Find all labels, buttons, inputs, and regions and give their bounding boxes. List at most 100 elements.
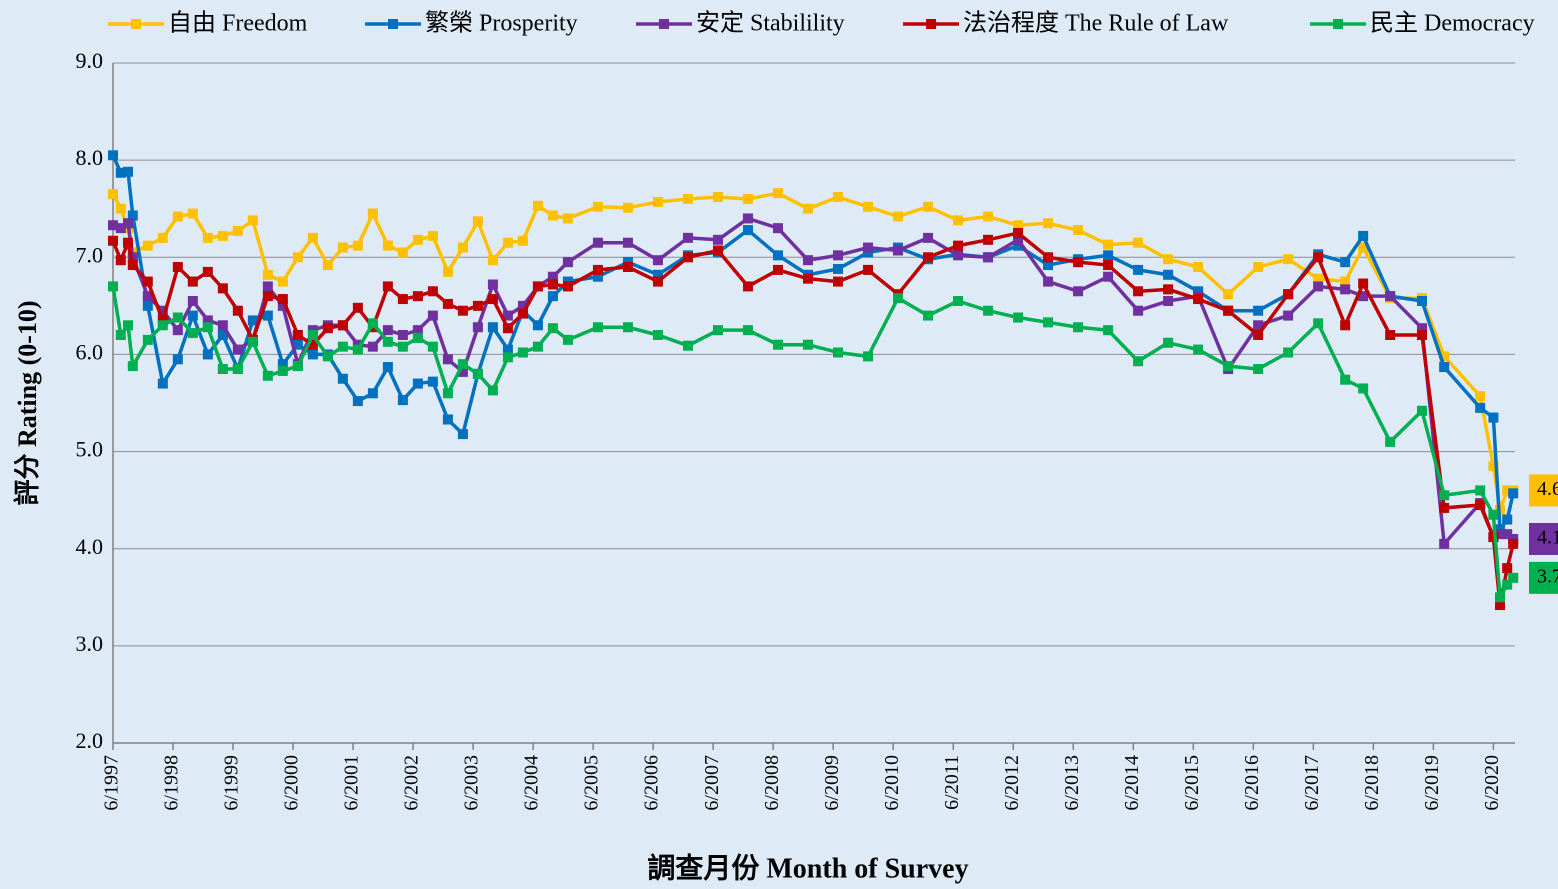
x-tick-label: 6/2014 <box>1121 755 1143 811</box>
point <box>1502 563 1513 574</box>
point <box>292 330 303 340</box>
point <box>397 294 408 305</box>
point <box>157 305 168 316</box>
point <box>1358 242 1369 253</box>
point <box>1163 337 1174 348</box>
point <box>123 237 134 248</box>
point <box>307 232 318 243</box>
point <box>1253 364 1264 374</box>
point <box>517 308 528 319</box>
point <box>772 339 783 350</box>
x-tick-label: 6/2000 <box>281 755 303 811</box>
point <box>115 255 126 266</box>
point <box>562 334 573 345</box>
point <box>108 220 118 231</box>
point <box>427 286 438 297</box>
point <box>923 310 934 321</box>
point <box>1043 252 1054 263</box>
point <box>187 328 198 339</box>
x-tick-label: 6/2010 <box>881 755 903 811</box>
point <box>172 354 183 365</box>
point <box>1013 220 1024 231</box>
point <box>893 245 904 256</box>
point <box>292 339 303 350</box>
point <box>142 300 153 311</box>
point <box>487 279 498 290</box>
point <box>115 223 126 234</box>
point <box>1340 374 1351 385</box>
point <box>367 318 378 329</box>
point <box>1223 289 1234 300</box>
point <box>457 242 468 253</box>
x-tick-label: 6/2011 <box>941 755 963 810</box>
point <box>108 189 118 200</box>
point <box>187 208 198 219</box>
point <box>1340 257 1351 268</box>
point <box>1043 260 1054 271</box>
point <box>427 341 438 352</box>
point <box>142 334 153 345</box>
point <box>1253 305 1264 316</box>
point <box>232 226 243 237</box>
point <box>1340 320 1351 331</box>
point <box>502 352 513 363</box>
point <box>172 262 183 272</box>
point <box>1103 250 1114 261</box>
point <box>232 364 243 374</box>
point <box>742 194 753 204</box>
point <box>187 310 198 321</box>
point <box>412 234 423 245</box>
point <box>652 196 663 207</box>
point <box>953 240 964 251</box>
point <box>547 271 558 282</box>
point <box>157 320 168 331</box>
point <box>397 247 408 258</box>
point <box>517 235 528 246</box>
point <box>292 361 303 372</box>
point <box>1313 252 1324 263</box>
point <box>532 320 543 331</box>
point <box>108 281 118 292</box>
point <box>123 166 134 177</box>
point <box>457 359 468 370</box>
point <box>1013 234 1024 245</box>
point <box>502 323 513 334</box>
x-tick-label: 6/1998 <box>161 755 183 811</box>
point <box>337 320 348 331</box>
point <box>232 344 243 355</box>
point <box>217 320 228 331</box>
point <box>172 211 183 222</box>
point <box>397 330 408 340</box>
point <box>652 276 663 287</box>
point <box>1193 262 1204 272</box>
point <box>1488 461 1499 472</box>
point <box>247 336 258 347</box>
point <box>1358 230 1369 241</box>
point <box>1502 529 1513 540</box>
point <box>622 202 633 213</box>
point <box>893 211 904 222</box>
point <box>1103 271 1114 282</box>
point <box>833 250 844 261</box>
point <box>472 368 483 379</box>
point <box>1358 383 1369 394</box>
point <box>247 315 258 326</box>
point <box>352 344 363 355</box>
end-label: 4.1 <box>1537 527 1558 549</box>
point <box>772 250 783 261</box>
point <box>923 252 934 263</box>
point <box>592 237 603 248</box>
point <box>262 370 273 381</box>
point <box>772 264 783 275</box>
x-tick-label: 6/2002 <box>401 755 423 811</box>
point <box>547 279 558 290</box>
point <box>322 260 333 271</box>
point <box>953 296 964 306</box>
x-tick-label: 6/2007 <box>701 755 723 811</box>
point <box>472 216 483 227</box>
legend-label: 法治程度 The Rule of Law <box>963 10 1229 37</box>
x-tick-label: 6/2019 <box>1421 755 1443 811</box>
point <box>352 396 363 407</box>
point <box>1475 500 1486 510</box>
point <box>1283 289 1294 300</box>
